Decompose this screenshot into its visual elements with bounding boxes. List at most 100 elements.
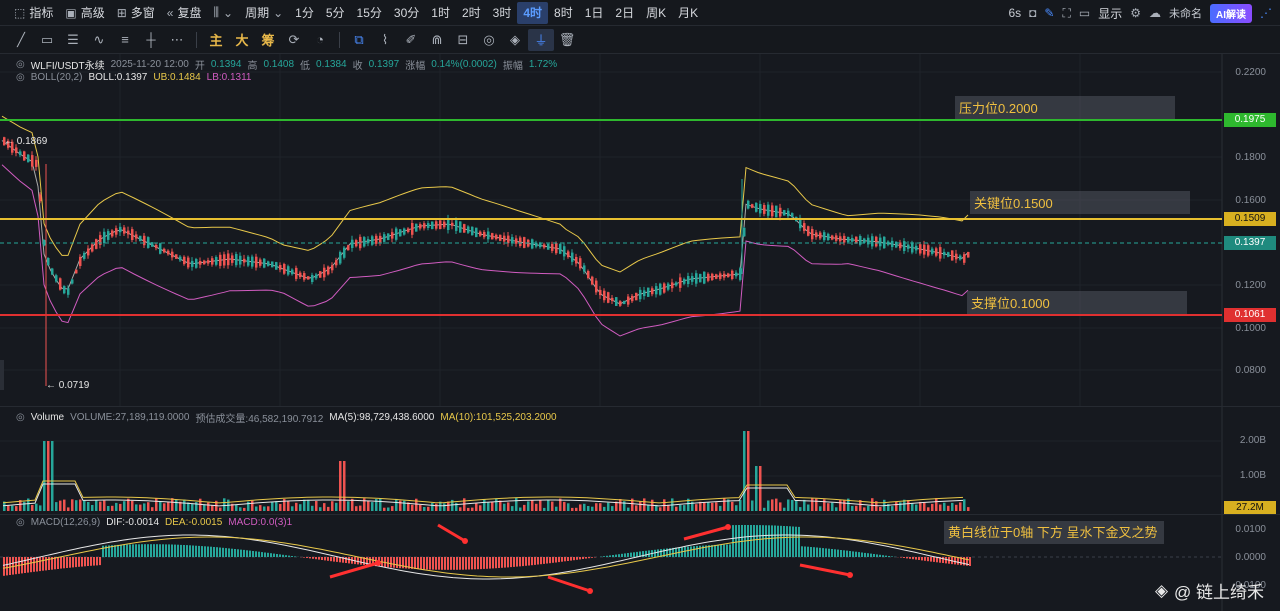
- interval-tab[interactable]: 2日: [609, 2, 640, 24]
- resistance-annotation[interactable]: 压力位0.2000: [955, 96, 1175, 119]
- macd-histogram-bar: [243, 550, 245, 557]
- chevron-down-icon: ⌄: [273, 6, 283, 20]
- interval-tab[interactable]: 1日: [579, 2, 610, 24]
- interval-tab[interactable]: 2时: [456, 2, 487, 24]
- sidebar-collapse-handle[interactable]: [0, 360, 4, 390]
- interval-tab[interactable]: 月K: [672, 2, 704, 24]
- indicators-button[interactable]: ⬚指标: [8, 2, 59, 24]
- period-dropdown[interactable]: 周期⌄: [239, 2, 289, 24]
- candle-icon: ⫼: [214, 5, 220, 20]
- fullscreen-icon[interactable]: ⛶: [1062, 6, 1070, 21]
- chip-button[interactable]: 筹: [255, 29, 281, 51]
- big-order-button[interactable]: 大: [229, 29, 255, 51]
- lock-icon[interactable]: ⊟: [450, 29, 476, 51]
- eraser-icon[interactable]: ◈: [502, 29, 528, 51]
- volume-bar: [931, 504, 934, 511]
- interval-tab[interactable]: 30分: [388, 2, 425, 24]
- volume-bar: [523, 505, 526, 511]
- line-tool-icon[interactable]: ╱: [8, 29, 34, 51]
- alert-icon[interactable]: ◔: [307, 29, 333, 51]
- ruler-icon[interactable]: ⌇: [372, 29, 398, 51]
- macd-histogram-bar: [174, 545, 176, 557]
- candle-body: [863, 239, 866, 244]
- candle-body: [719, 273, 722, 279]
- macd-histogram-bar: [498, 557, 500, 568]
- key-level-annotation[interactable]: 关键位0.1500: [970, 191, 1190, 214]
- interval-tab[interactable]: 周K: [640, 2, 672, 24]
- filter-icon[interactable]: ⏚: [528, 29, 554, 51]
- brush-icon[interactable]: ✐: [398, 29, 424, 51]
- volume-settings-icon[interactable]: ◎: [16, 412, 25, 423]
- macd-histogram-bar: [840, 550, 842, 557]
- ai-analysis-button[interactable]: AI解读: [1210, 4, 1252, 23]
- trash-icon[interactable]: 🗑: [554, 29, 580, 51]
- magnet-icon[interactable]: ⋒: [424, 29, 450, 51]
- compare-icon[interactable]: ⟳: [281, 29, 307, 51]
- main-chart-button[interactable]: 主: [203, 29, 229, 51]
- layout-name[interactable]: 未命名: [1169, 5, 1202, 21]
- macd-histogram-bar: [942, 557, 944, 563]
- support-annotation[interactable]: 支撑位0.1000: [967, 291, 1187, 314]
- interval-tab[interactable]: 1分: [289, 2, 320, 24]
- candle-body: [491, 233, 494, 239]
- macd-histogram-bar: [336, 557, 338, 562]
- more-tools-icon[interactable]: ⋯: [164, 29, 190, 51]
- macd-histogram-bar: [420, 557, 422, 569]
- fib-tool-icon[interactable]: ☰: [60, 29, 86, 51]
- minimize-icon[interactable]: ▭: [1079, 6, 1090, 20]
- interval-tab[interactable]: 4时: [517, 2, 548, 24]
- replay-button[interactable]: «复盘: [161, 2, 208, 24]
- multi-window-button[interactable]: ⊞多窗: [111, 2, 161, 24]
- macd-panel[interactable]: ◎ MACD(12,26,9) DIF:-0.0014 DEA:-0.0015 …: [0, 514, 1280, 611]
- boll-settings-icon[interactable]: ◎: [16, 72, 25, 83]
- volume-panel[interactable]: ◎ Volume VOLUME:27,189,119.0000 预估成交量:46…: [0, 406, 1280, 515]
- candle-body: [215, 257, 218, 265]
- horizontal-line-icon[interactable]: ┼: [138, 29, 164, 51]
- hide-icon[interactable]: ◎: [476, 29, 502, 51]
- volume-bar: [83, 500, 86, 511]
- macd-histogram-bar: [609, 555, 611, 557]
- macd-axis-label: 0.0100: [1235, 524, 1266, 535]
- chart-type-button[interactable]: ⫼⌄: [208, 2, 240, 24]
- macd-histogram-bar: [585, 557, 587, 559]
- macd-histogram-bar: [240, 550, 242, 557]
- volume-bar: [911, 503, 914, 511]
- candle-body: [315, 275, 318, 279]
- channel-tool-icon[interactable]: ≡: [112, 29, 138, 51]
- collapse-icon[interactable]: ◎: [16, 59, 25, 70]
- volume-bar: [619, 499, 622, 511]
- macd-histogram-bar: [801, 546, 803, 557]
- share-icon[interactable]: ⋰: [1260, 6, 1272, 20]
- interval-tab[interactable]: 15分: [351, 2, 388, 24]
- macd-annotation[interactable]: 黄白线位于0轴 下方 呈水下金叉之势: [944, 521, 1164, 544]
- camera-icon[interactable]: ◘: [1029, 6, 1036, 20]
- advanced-button[interactable]: ▣高级: [59, 2, 110, 24]
- interval-tab[interactable]: 8时: [548, 2, 579, 24]
- display-button[interactable]: 显示: [1098, 5, 1122, 22]
- volume-bar: [315, 501, 318, 511]
- interval-tab[interactable]: 1时: [425, 2, 456, 24]
- cloud-icon[interactable]: ☁: [1149, 6, 1161, 20]
- copy-icon[interactable]: ⧉: [346, 29, 372, 51]
- macd-histogram-bar: [3, 557, 5, 576]
- price-axis-label: 0.1200: [1235, 280, 1266, 291]
- interval-tab[interactable]: 5分: [320, 2, 351, 24]
- candle-body: [395, 229, 398, 240]
- candle-body: [103, 232, 106, 243]
- rectangle-tool-icon[interactable]: ▭: [34, 29, 60, 51]
- macd-settings-icon[interactable]: ◎: [16, 517, 25, 528]
- macd-histogram-bar: [210, 547, 212, 557]
- macd-histogram-bar: [969, 557, 971, 566]
- candle-body: [543, 245, 546, 248]
- candle-body: [159, 243, 162, 254]
- candle-body: [935, 248, 938, 255]
- interval-tab[interactable]: 3时: [487, 2, 518, 24]
- wave-tool-icon[interactable]: ∿: [86, 29, 112, 51]
- settings-icon[interactable]: ⚙: [1130, 6, 1141, 20]
- candle-body: [327, 267, 330, 275]
- volume-bar: [311, 506, 314, 511]
- pen-icon[interactable]: ✎: [1044, 6, 1054, 20]
- candle-body: [155, 245, 158, 248]
- candle-body: [319, 271, 322, 278]
